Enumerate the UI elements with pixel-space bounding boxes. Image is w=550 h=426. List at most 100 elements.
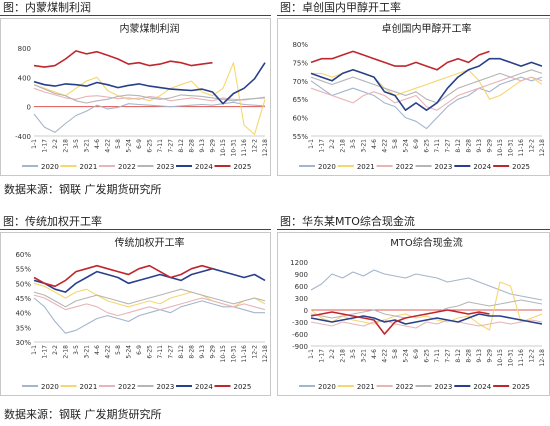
y-tick-label: 0 — [304, 307, 308, 315]
x-tick-label: 11-16 — [241, 345, 248, 363]
series-line-2020 — [33, 297, 265, 334]
x-tick-label: 4-22 — [105, 345, 112, 359]
series-line-2025 — [33, 50, 213, 68]
x-tick-label: 5-8 — [392, 349, 399, 359]
panel-header-0: 图：内蒙煤制利润 — [0, 0, 271, 16]
series-line-2020 — [33, 101, 266, 133]
series-line-2022 — [33, 294, 266, 317]
x-tick-label: 12-18 — [262, 345, 269, 363]
x-tick-label: 8-12 — [455, 139, 462, 153]
legend-label-2021: 2021 — [80, 163, 98, 171]
x-tick-label: 6-9 — [413, 349, 420, 359]
x-tick-label: 2-2 — [52, 139, 59, 149]
x-tick-label: 7-27 — [445, 139, 452, 153]
x-tick-label: 2-18 — [340, 349, 347, 363]
x-tick-label: 1-1 — [308, 139, 315, 149]
y-tick-label: 55% — [15, 266, 31, 274]
x-tick-label: 3-21 — [361, 139, 368, 153]
series-line-2024 — [33, 62, 266, 105]
y-tick-label: 45% — [15, 295, 31, 303]
series-line-2024 — [33, 267, 266, 293]
x-tick-label: 6-9 — [136, 139, 143, 149]
legend-label-2023: 2023 — [435, 383, 453, 391]
series-line-2020 — [310, 76, 543, 130]
series-line-2021 — [33, 62, 266, 136]
series-line-2020 — [310, 269, 543, 301]
y-tick-label: 55% — [292, 133, 308, 141]
x-tick-label: 6-25 — [147, 139, 154, 153]
chart-title: 内蒙煤制利润 — [120, 22, 180, 35]
y-tick-label: 800 — [18, 45, 31, 53]
x-tick-label: 4-6 — [94, 345, 101, 355]
series-line-2022 — [33, 87, 266, 102]
legend-label-2022: 2022 — [118, 163, 136, 171]
x-tick-label: 11-16 — [518, 349, 525, 367]
x-tick-label: 2-18 — [63, 345, 70, 359]
y-tick-label: 65% — [292, 96, 308, 104]
legend-label-2022: 2022 — [396, 163, 414, 171]
y-tick-label: 400 — [18, 74, 31, 82]
y-tick-label: -600 — [292, 331, 308, 339]
series-line-2023 — [33, 288, 266, 308]
legend-label-2025: 2025 — [512, 163, 530, 171]
y-tick-label: 40% — [15, 310, 31, 318]
x-tick-label: 7-27 — [168, 345, 175, 359]
y-tick-label: 900 — [295, 271, 308, 279]
x-tick-label: 12-2 — [252, 139, 259, 153]
x-tick-label: 3-21 — [361, 349, 368, 363]
y-tick-label: 80% — [292, 41, 308, 49]
panel-header-2: 图：传统加权开工率 — [0, 214, 271, 230]
x-tick-label: 8-28 — [189, 139, 196, 153]
x-tick-label: 8-28 — [189, 345, 196, 359]
x-tick-label: 4-6 — [371, 139, 378, 149]
x-tick-label: 7-27 — [445, 349, 452, 363]
x-tick-label: 3-21 — [84, 345, 91, 359]
y-tick-label: 70% — [292, 78, 308, 86]
x-tick-label: 9-29 — [487, 139, 494, 153]
legend-label-2024: 2024 — [473, 383, 491, 391]
x-tick-label: 5-24 — [403, 139, 410, 153]
x-tick-label: 2-18 — [340, 139, 347, 153]
x-tick-label: 5-24 — [126, 345, 133, 359]
x-tick-label: 4-22 — [382, 139, 389, 153]
legend-label-2021: 2021 — [357, 383, 375, 391]
legend-label-2020: 2020 — [318, 383, 336, 391]
x-tick-label: 12-2 — [529, 349, 536, 363]
x-tick-label: 2-18 — [63, 139, 70, 153]
chart-3: MTO综合现金流 -900 -600 -300 0 300 600 900 1200 1-1 1-1… — [290, 236, 546, 391]
x-tick-label: 12-2 — [252, 345, 259, 359]
data-source-top: 数据来源：钢联 广发期货研究所 — [4, 183, 162, 196]
x-tick-label: 1-1 — [31, 345, 38, 355]
panel-frame-0 — [0, 18, 271, 176]
x-tick-label: 8-12 — [178, 345, 185, 359]
panel-header-1: 图：卓创国内甲醇开工率 — [277, 0, 550, 16]
x-tick-label: 6-25 — [147, 345, 154, 359]
x-tick-label: 7-27 — [168, 139, 175, 153]
x-tick-label: 12-18 — [539, 139, 546, 157]
series-line-2021 — [311, 69, 543, 100]
x-tick-label: 5-8 — [392, 139, 399, 149]
chart-2: 传统加权开工率 30% 35% 40% 45% 50% 55% 60% 1-1 1-17 2-2 2-… — [15, 236, 269, 391]
legend-label-2025: 2025 — [512, 383, 530, 391]
x-tick-label: 10-31 — [231, 139, 238, 157]
x-tick-label: 3-5 — [350, 139, 357, 149]
x-tick-label: 9-13 — [199, 139, 206, 153]
series-line-2023 — [310, 69, 543, 104]
x-tick-label: 6-25 — [424, 139, 431, 153]
chart-title: 卓创国内甲醇开工率 — [382, 22, 472, 35]
x-tick-label: 10-15 — [220, 345, 227, 363]
x-tick-label: 3-21 — [84, 139, 91, 153]
x-tick-label: 10-15 — [220, 139, 227, 157]
x-tick-label: 3-5 — [73, 345, 80, 355]
x-tick-label: 3-5 — [350, 349, 357, 359]
x-tick-label: 9-13 — [199, 345, 206, 359]
chart-title: MTO综合现金流 — [390, 236, 463, 249]
panel-header-3: 图：华东某MTO综合现金流 — [277, 214, 550, 230]
y-tick-label: 1200 — [290, 259, 308, 267]
series-line-2024 — [310, 313, 543, 325]
x-tick-label: 7-11 — [157, 345, 164, 359]
data-source-bottom: 数据来源：钢联 广发期货研究所 — [4, 408, 162, 421]
x-tick-label: 4-22 — [382, 349, 389, 363]
y-tick-label: 35% — [15, 324, 31, 332]
